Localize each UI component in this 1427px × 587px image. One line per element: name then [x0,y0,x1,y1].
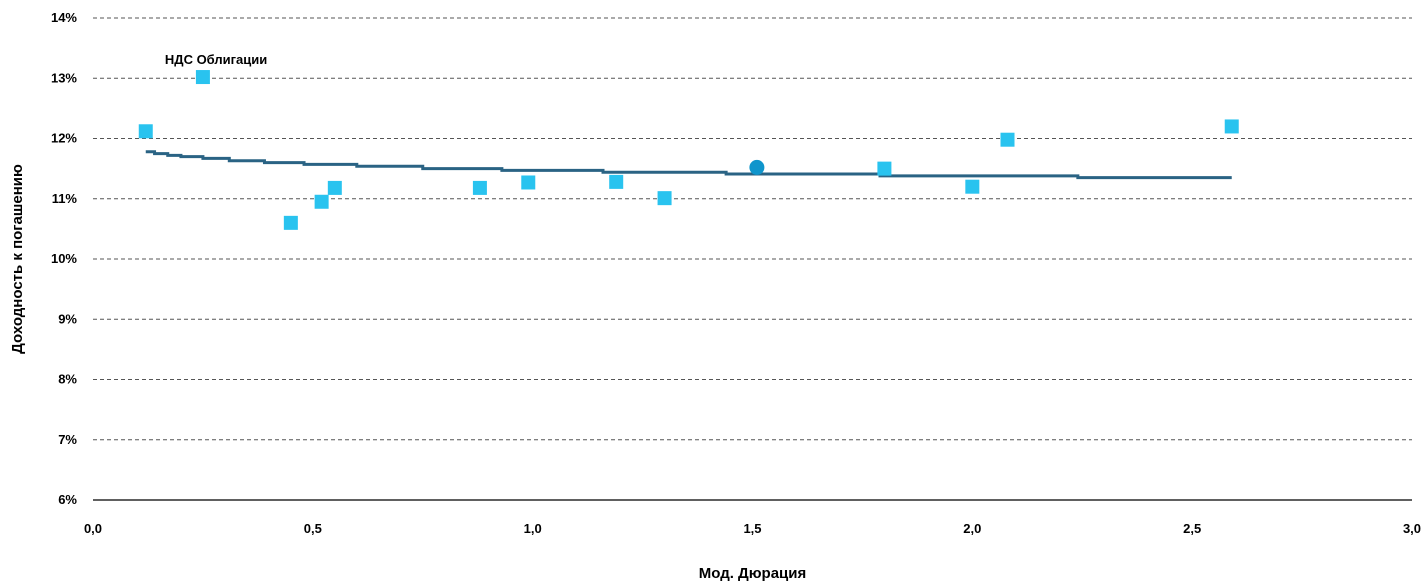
series [138,70,1239,230]
bond-point [283,215,298,230]
y-tick-label: 6% [58,492,77,507]
bond-point [609,174,624,189]
y-tick-label: 12% [51,131,77,146]
annotations: НДС Облигации [165,52,267,67]
bond-point [195,70,210,85]
y-tick-label: 7% [58,432,77,447]
x-tick-label: 1,0 [524,521,542,536]
bond-point [327,180,342,195]
bond-point [657,191,672,206]
x-tick-label: 2,5 [1183,521,1201,536]
y-tick-label: 14% [51,10,77,25]
curve-line [145,150,1232,180]
x-tick-label: 0,5 [304,521,322,536]
y-tick-label: 8% [58,372,77,387]
bond-point [1000,132,1015,147]
y-tick-label: 11% [52,191,78,206]
y-tick-label: 10% [51,251,77,266]
y-tick-label: 13% [51,70,77,85]
bond-point [521,175,536,190]
y-axis-label: Доходность к погашению [9,164,26,354]
x-tick-label: 2,0 [963,521,981,536]
bond-point [877,161,892,176]
y-tick-label: 9% [58,311,77,326]
x-tick-label: 0,0 [84,521,102,536]
bond-point [965,179,980,194]
x-tick-label: 3,0 [1403,521,1421,536]
bond-point [314,194,329,209]
y-tick-labels: 6% 7% 8% 9% 10% 11% 12% 13% 14% [51,10,77,507]
bond-point [472,180,487,195]
bond-point [138,124,153,139]
x-tick-labels: 0,0 0,5 1,0 1,5 2,0 2,5 3,0 [84,521,1421,536]
x-tick-label: 1,5 [743,521,761,536]
gridlines [93,17,1412,441]
highlight-point [749,159,765,175]
x-axis-label: Мод. Дюрация [699,565,807,582]
bond-point [1224,119,1239,134]
annotation-label: НДС Облигации [165,52,267,67]
